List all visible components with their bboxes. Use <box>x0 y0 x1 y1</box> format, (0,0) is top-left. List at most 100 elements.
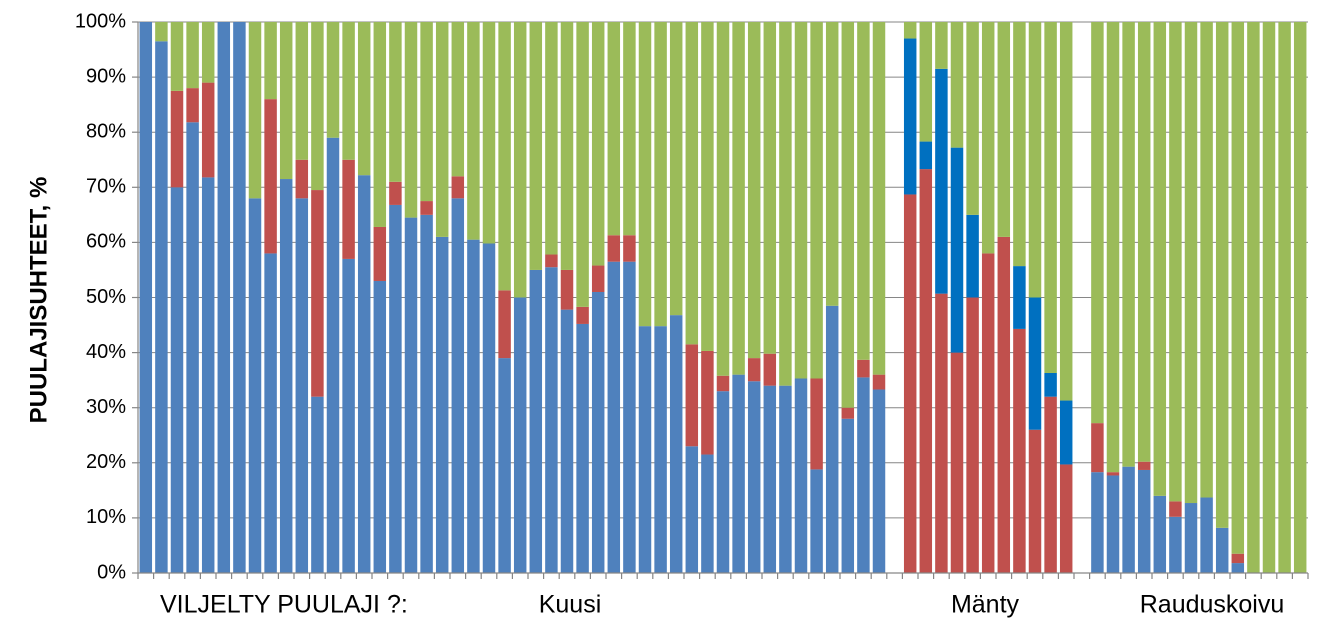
bar-segment <box>498 358 511 573</box>
bar-segment <box>716 22 730 376</box>
bar-segment <box>389 204 402 573</box>
bar-segment <box>857 22 870 360</box>
bar-segment <box>186 122 199 574</box>
bar-segment <box>1231 553 1245 564</box>
bar-segment <box>513 297 527 573</box>
bar-segment <box>669 315 683 573</box>
bar-segment <box>747 358 761 382</box>
bar-segment <box>935 22 948 69</box>
bar-segment <box>482 22 496 244</box>
bar-segment <box>701 350 714 455</box>
bar-segment <box>1059 464 1073 573</box>
y-tick-label: 50% <box>86 286 126 308</box>
bar-segment <box>1200 22 1213 498</box>
bar-segment <box>1137 461 1151 470</box>
bar-segment <box>1044 396 1057 573</box>
bar-segment <box>1059 400 1073 465</box>
bar-segment <box>1013 266 1026 329</box>
bar-segment <box>732 22 745 375</box>
bar-segment <box>1106 472 1120 476</box>
bar-segment <box>638 22 652 327</box>
bar-segment <box>248 198 262 573</box>
bar-segment <box>404 22 418 218</box>
bar-segment <box>857 359 870 378</box>
bar-segment <box>342 22 355 160</box>
bar-segment <box>560 309 574 573</box>
bar-segment <box>311 22 324 191</box>
bar-segment <box>560 269 574 310</box>
bar-segment <box>950 22 964 148</box>
bar-segment <box>1122 466 1135 573</box>
bar-segment <box>451 22 465 177</box>
y-tick-label: 80% <box>86 120 126 142</box>
bar-segment <box>311 190 324 397</box>
bar-segment <box>623 235 636 262</box>
y-axis-title: PUULAJISUHTEET, % <box>25 177 52 424</box>
bar-segment <box>1106 22 1120 473</box>
bar-segment <box>326 137 340 573</box>
bar-segment <box>357 175 371 574</box>
bar-segment <box>919 141 933 170</box>
bar-segment <box>872 22 886 375</box>
bar-segment <box>279 22 293 180</box>
bar-segment <box>1044 22 1057 373</box>
y-tick-label: 20% <box>86 451 126 473</box>
bar-segment <box>919 22 933 142</box>
group-label: Mänty <box>951 591 1020 619</box>
bar-segment <box>591 265 605 292</box>
y-tick-label: 100% <box>75 10 126 32</box>
bar-segment <box>1028 297 1042 430</box>
y-tick-label: 40% <box>86 341 126 363</box>
y-tick-label: 70% <box>86 176 126 198</box>
bar-segment <box>1106 475 1120 573</box>
bar-segment <box>264 99 277 254</box>
bar-segment <box>607 261 621 573</box>
bar-segment <box>763 353 777 386</box>
bar-segment <box>264 253 277 574</box>
bar-segment <box>170 187 184 574</box>
bar-segment <box>841 418 855 573</box>
bar-segment <box>997 22 1011 237</box>
bar-segment <box>747 381 761 573</box>
bar-segment <box>342 258 355 573</box>
bar-segment <box>420 22 433 202</box>
bar-segment <box>295 198 309 573</box>
bar-segment <box>545 267 558 573</box>
y-tick-label: 0% <box>97 561 126 583</box>
bar-segment <box>1293 22 1307 573</box>
bar-segment <box>311 396 324 573</box>
bar-segment <box>825 22 839 306</box>
bar-segment <box>1200 497 1213 573</box>
bar-segment <box>1231 22 1245 554</box>
bar-segment <box>779 385 792 573</box>
bar-segment <box>607 235 621 262</box>
bar-segment <box>591 22 605 266</box>
bar-segment <box>623 261 636 573</box>
bar-segment <box>935 293 948 573</box>
bar-segment <box>669 22 683 316</box>
bar-segment <box>1153 22 1167 496</box>
bar-segment <box>903 38 917 195</box>
bar-segment <box>435 236 449 573</box>
bar-segment <box>997 236 1011 573</box>
bar-segment <box>139 22 153 573</box>
bar-segment <box>373 226 387 281</box>
bar-segment <box>389 22 402 182</box>
bar-segment <box>841 22 855 408</box>
bar-segment <box>451 198 465 573</box>
bar-segment <box>701 22 714 351</box>
bar-segment <box>1122 22 1135 467</box>
group-label: Rauduskoivu <box>1140 591 1285 619</box>
bar-segment <box>903 194 917 573</box>
bar-segment <box>420 201 433 215</box>
bar-segment <box>716 375 730 392</box>
bar-segment <box>435 22 449 237</box>
bar-segment <box>529 269 543 573</box>
y-tick-label: 10% <box>86 506 126 528</box>
bar-segment <box>966 22 979 215</box>
group-label: Kuusi <box>539 591 602 619</box>
bar-segment <box>607 22 621 236</box>
bar-segment <box>747 22 761 359</box>
bar-segment <box>638 326 652 573</box>
